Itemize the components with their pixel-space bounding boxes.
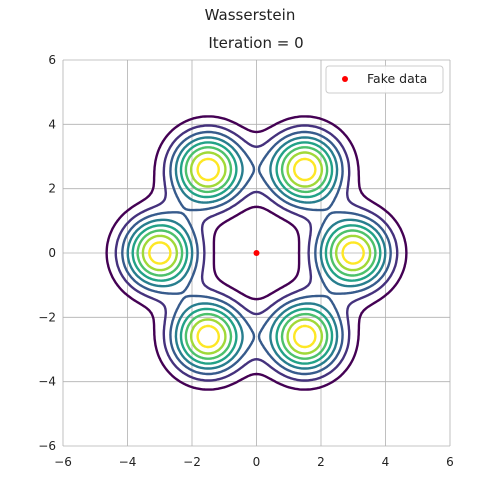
x-tick-label: −2 xyxy=(183,455,201,469)
legend-marker xyxy=(342,76,348,82)
y-tick-label: 2 xyxy=(48,182,56,196)
x-tick-label: −4 xyxy=(119,455,137,469)
contour-level-6 xyxy=(141,151,372,355)
legend: Fake data xyxy=(325,65,444,94)
legend-label: Fake data xyxy=(367,71,427,86)
contour-layer xyxy=(105,115,408,391)
x-tick-label: 6 xyxy=(446,455,454,469)
y-tick-label: −6 xyxy=(38,439,56,453)
axes-title: Iteration = 0 xyxy=(208,34,304,52)
x-tick-label: 4 xyxy=(382,455,390,469)
tick-labels: −6 −4 −2 0 2 4 6 −6 −4 −2 0 2 4 6 xyxy=(38,53,454,469)
contour-level-5 xyxy=(136,146,377,360)
x-tick-label: 0 xyxy=(253,455,261,469)
legend-frame xyxy=(325,65,444,94)
figure-suptitle: Wasserstein xyxy=(204,6,296,24)
fake-data-point xyxy=(253,250,260,256)
contour-level-3 xyxy=(126,136,387,370)
scatter-layer xyxy=(253,250,260,256)
contour-level-4 xyxy=(131,141,382,365)
contour-level-1 xyxy=(114,124,399,382)
x-tick-label: −6 xyxy=(54,455,72,469)
y-tick-label: 4 xyxy=(48,117,56,131)
contour-level-7 xyxy=(148,157,365,349)
y-tick-label: 0 xyxy=(48,246,56,260)
y-tick-label: 6 xyxy=(48,53,56,67)
contour-level-0 xyxy=(105,115,408,391)
contour-level-2 xyxy=(121,130,392,376)
y-tick-label: −4 xyxy=(38,375,56,389)
y-tick-label: −2 xyxy=(38,310,56,324)
x-tick-label: 2 xyxy=(317,455,325,469)
